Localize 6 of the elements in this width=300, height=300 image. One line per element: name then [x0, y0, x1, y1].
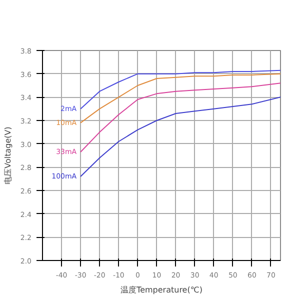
line-series — [80, 70, 280, 110]
line-series — [80, 73, 280, 124]
x-axis-title: 温度Temperature(℃) — [120, 286, 202, 294]
line-series — [80, 82, 280, 152]
y-axis-title: 电压Voltage(V) — [3, 126, 12, 184]
line-series — [80, 96, 280, 177]
